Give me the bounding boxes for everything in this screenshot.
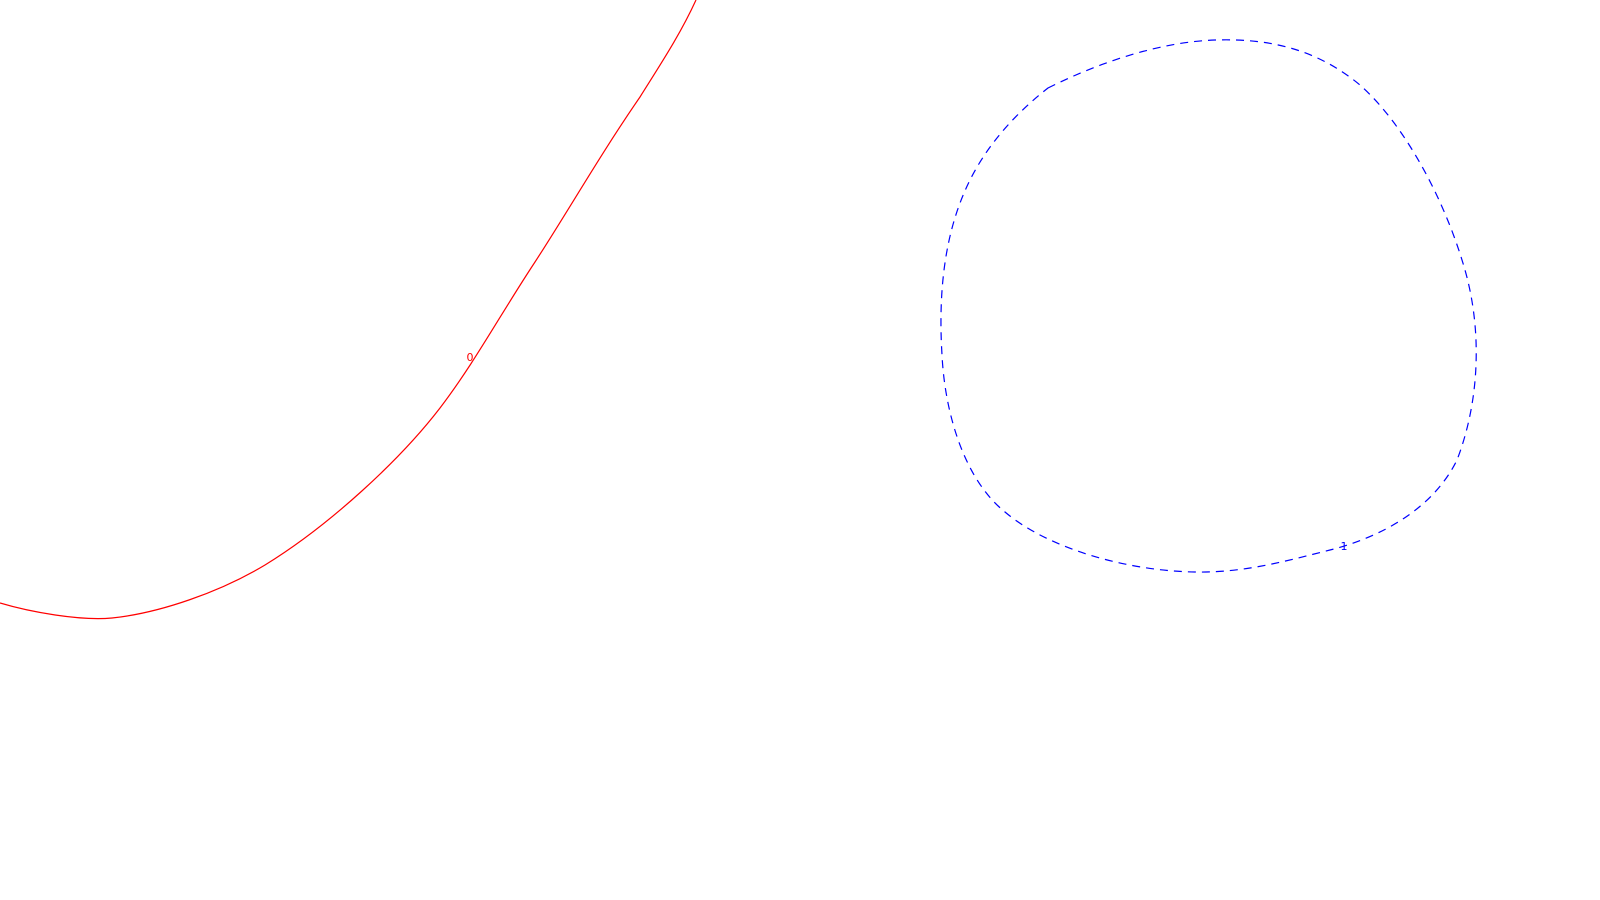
contour-line-level-1 (940, 39, 1477, 573)
contour-label-level-1: 1 (1341, 540, 1348, 553)
contour-line-level-0 (0, 0, 697, 620)
contour-label-level-0: 0 (467, 351, 474, 364)
